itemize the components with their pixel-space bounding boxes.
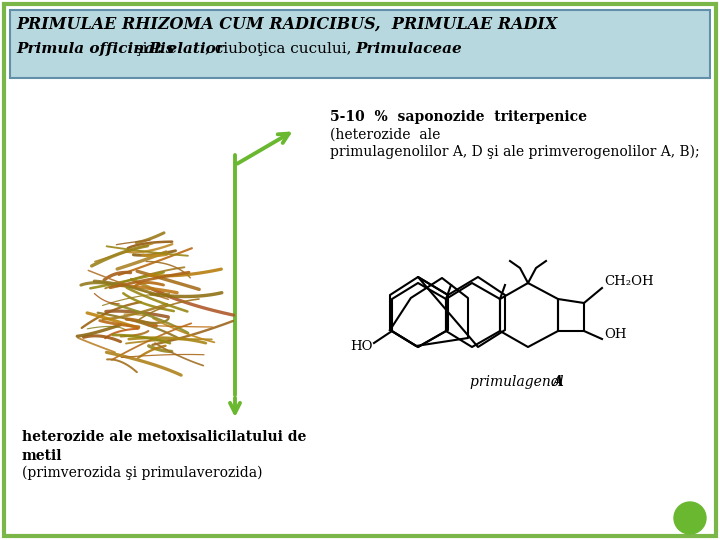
FancyBboxPatch shape: [10, 10, 710, 78]
Text: P. elatior: P. elatior: [148, 42, 224, 56]
Text: PRIMULAE RHIZOMA CUM RADICIBUS,  PRIMULAE RADIX: PRIMULAE RHIZOMA CUM RADICIBUS, PRIMULAE…: [16, 16, 557, 33]
Text: heterozide ale metoxisalicilatului de
metil: heterozide ale metoxisalicilatului de me…: [22, 430, 307, 463]
Text: HO: HO: [350, 341, 372, 354]
Text: Primula officinalis: Primula officinalis: [16, 42, 174, 56]
Text: A: A: [552, 375, 563, 389]
Text: OH: OH: [604, 328, 626, 341]
Text: şi: şi: [130, 42, 153, 56]
Text: Primulaceae: Primulaceae: [355, 42, 462, 56]
Circle shape: [674, 502, 706, 534]
Text: , ciuboţica cucului,: , ciuboţica cucului,: [205, 42, 356, 56]
Text: primulagenol: primulagenol: [470, 375, 568, 389]
FancyBboxPatch shape: [4, 4, 716, 536]
Text: CH₂OH: CH₂OH: [604, 275, 654, 288]
Text: (primverozida şi primulaverozida): (primverozida şi primulaverozida): [22, 466, 263, 481]
Text: 5-10  %  saponozide  triterpenice: 5-10 % saponozide triterpenice: [330, 110, 587, 124]
Text: (heterozide  ale
primulagenolilor A, D şi ale primverogenolilor A, B);: (heterozide ale primulagenolilor A, D şi…: [330, 128, 700, 159]
